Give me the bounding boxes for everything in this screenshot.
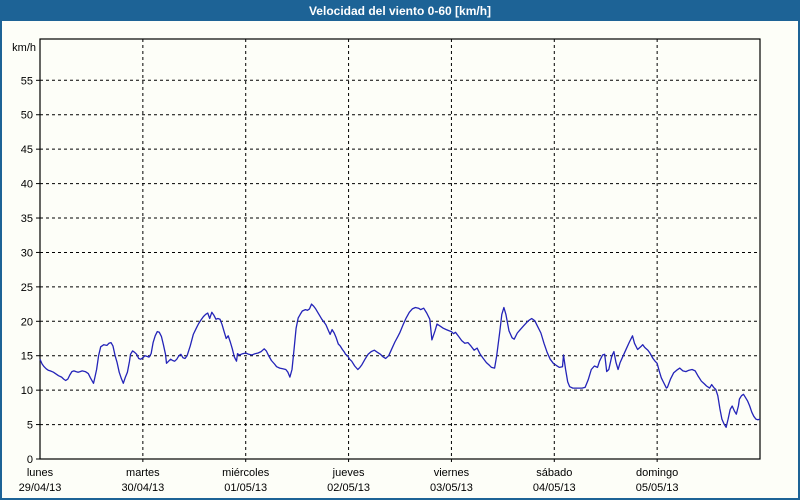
y-tick-label: 35 [21, 213, 33, 225]
x-date-label: 05/05/13 [636, 482, 679, 494]
y-tick-label: 45 [21, 144, 33, 156]
x-date-label: 04/05/13 [533, 482, 576, 494]
y-axis-unit-label: km/h [12, 42, 36, 54]
x-day-label: sábado [536, 467, 572, 479]
y-tick-label: 50 [21, 110, 33, 122]
title-bar: Velocidad del viento 0-60 [km/h] [2, 2, 798, 21]
wind-speed-line [39, 303, 761, 428]
y-tick-label: 25 [21, 282, 33, 294]
wind-speed-chart: 0 5 10 15 20 25 30 35 40 45 50 55 lunes 29/04/13 marte… [12, 38, 761, 494]
x-day-label: jueves [332, 467, 365, 479]
x-date-label: 02/05/13 [327, 482, 370, 494]
x-day-label: domingo [636, 467, 678, 479]
x-date-label: 29/04/13 [19, 482, 62, 494]
y-tick-label: 10 [21, 385, 33, 397]
chart-title: Velocidad del viento 0-60 [km/h] [308, 4, 492, 18]
y-tick-label: 30 [21, 247, 33, 259]
x-day-label: viernes [434, 467, 470, 479]
x-date-label: 03/05/13 [430, 482, 473, 494]
y-tick-label: 40 [21, 179, 33, 191]
chart-area: 0 5 10 15 20 25 30 35 40 45 50 55 lunes 29/04/13 marte… [2, 21, 798, 498]
y-tick-label: 20 [21, 316, 33, 328]
y-tick-label: 55 [21, 75, 33, 87]
plot-border [39, 38, 761, 460]
x-day-label: martes [126, 467, 160, 479]
y-tick-label: 15 [21, 351, 33, 363]
x-date-label: 01/05/13 [224, 482, 267, 494]
y-tick-label: 5 [27, 420, 33, 432]
x-day-label: lunes [27, 467, 54, 479]
x-date-label: 30/04/13 [121, 482, 164, 494]
x-day-label: miércoles [222, 467, 270, 479]
y-tick-label: 0 [27, 454, 33, 466]
